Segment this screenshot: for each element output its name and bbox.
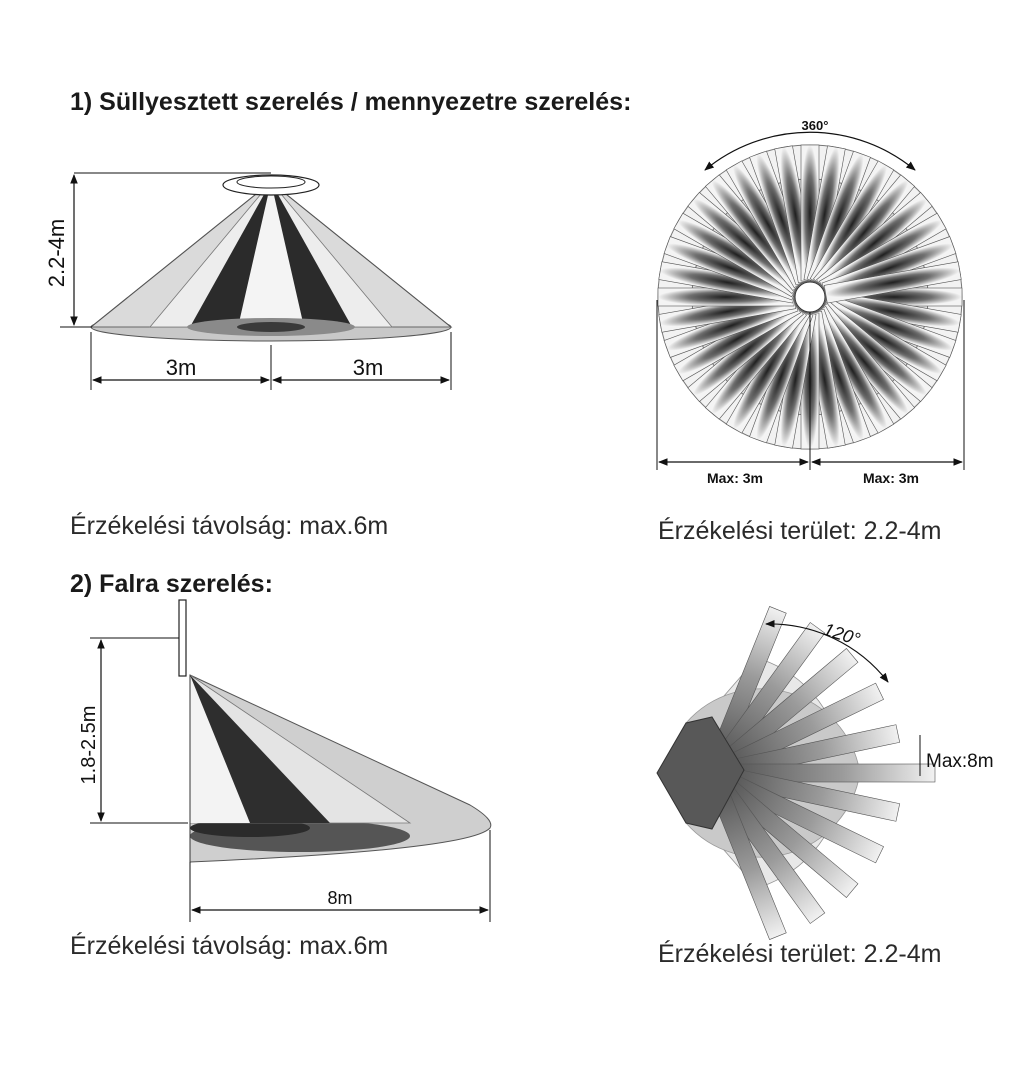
ceiling-right-radius-label: Max: 3m	[863, 470, 919, 486]
section-2-side-caption: Érzékelési távolság: max.6m	[70, 932, 389, 960]
section-2-top-caption: Érzékelési terület: 2.2-4m	[658, 940, 942, 968]
ceiling-top-view: 360° Max: 3m Max: 3m	[656, 118, 965, 486]
sensor-center-icon	[794, 281, 826, 313]
ceiling-left-radius-label: Max: 3m	[707, 470, 763, 486]
ceiling-side-view: 2.2-4m 3m 3m	[44, 172, 453, 390]
wall-sensor-top-icon	[656, 716, 745, 830]
angle-120-label: 120°	[821, 619, 863, 650]
section-1-side-caption: Érzékelési távolság: max.6m	[70, 512, 389, 540]
angle-arc-120	[765, 619, 889, 683]
wall-range-label: Max:8m	[926, 751, 994, 772]
wall-top-view: 120° Max:8m	[656, 606, 994, 940]
section-1-top-caption: Érzékelési terület: 2.2-4m	[658, 517, 942, 545]
detection-rays-360	[657, 144, 963, 450]
wall-height-label: 1.8-2.5m	[78, 706, 100, 785]
section-1-heading: 1) Süllyesztett szerelés / mennyezetre s…	[70, 88, 632, 116]
angle-360-label: 360°	[802, 118, 829, 133]
wall-sensor	[178, 599, 187, 677]
ceiling-height-label: 2.2-4m	[44, 219, 69, 287]
wall-detection-cone	[189, 674, 492, 863]
ceiling-sensor	[222, 174, 320, 196]
ceiling-right-width-label: 3m	[353, 355, 384, 380]
wall-distance-label: 8m	[327, 888, 352, 908]
ceiling-detection-cone	[89, 181, 453, 342]
ceiling-left-width-label: 3m	[166, 355, 197, 380]
wall-side-view: 1.8-2.5m 8m	[78, 599, 492, 922]
section-2-heading: 2) Falra szerelés:	[70, 570, 273, 598]
angle-arc-360	[704, 131, 916, 171]
detection-ray	[823, 261, 962, 304]
